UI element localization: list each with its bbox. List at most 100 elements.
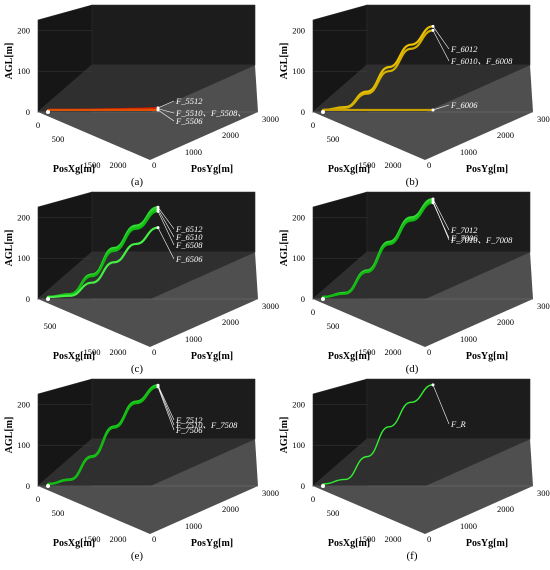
x-tick-label: 1500	[84, 160, 101, 170]
x-axis-label: PosXg[m]	[53, 351, 95, 362]
series-leader-line	[432, 26, 450, 50]
x-tick-label: 1500	[359, 347, 376, 357]
start-marker	[321, 297, 325, 301]
y-tick-label: 3000	[262, 488, 279, 498]
y-axis-label: PosYg[m]	[466, 164, 508, 175]
start-marker	[321, 110, 325, 114]
z-axis-label: AGL[m]	[279, 417, 290, 454]
terrain-surface	[313, 439, 533, 534]
y-tick-label: 2000	[497, 130, 514, 140]
z-tick-label: 200	[17, 399, 30, 409]
series-label: F_6010、F_6008	[450, 56, 513, 66]
y-tick-label: 1000	[185, 334, 202, 344]
y-tick-label: 2000	[497, 317, 514, 327]
z-axis-label: AGL[m]	[279, 43, 290, 80]
series-leader-line	[432, 198, 450, 231]
x-tick-label: 2000	[385, 534, 402, 544]
x-tick-label: 500	[327, 134, 340, 144]
y-tick-label: 1000	[460, 334, 477, 344]
terrain-surface	[38, 65, 258, 160]
start-marker	[46, 484, 50, 488]
y-tick-label: 1000	[460, 521, 477, 531]
z-tick-label: 200	[292, 399, 305, 409]
x-tick-label: 1500	[84, 534, 101, 544]
series-end-marker	[156, 209, 160, 213]
z-axis-label: AGL[m]	[4, 417, 15, 454]
z-tick-label: 0	[26, 107, 30, 117]
x-tick-label: 0	[311, 494, 315, 504]
x-tick-label: 2000	[110, 534, 127, 544]
series-label: F_7506	[175, 425, 203, 435]
z-tick-label: 100	[292, 253, 305, 263]
y-tick-label: 2000	[222, 130, 239, 140]
series-leader-line	[157, 108, 175, 114]
series-label: F_7006	[450, 233, 478, 243]
series-label: F_5512	[175, 96, 203, 106]
series-label: F_6006	[450, 100, 478, 110]
start-marker	[46, 297, 50, 301]
y-tick-label: 2000	[222, 317, 239, 327]
x-tick-label: 0	[311, 307, 315, 317]
x-axis-label: PosXg[m]	[328, 164, 370, 175]
z-tick-label: 0	[301, 481, 305, 491]
x-tick-label: 2000	[110, 347, 127, 357]
z-tick-label: 200	[292, 25, 305, 35]
z-tick-label: 0	[301, 294, 305, 304]
series-leader-line	[157, 109, 175, 122]
panel-caption: (e)	[131, 550, 144, 562]
series-leader-line	[157, 386, 175, 431]
x-tick-label: 500	[52, 508, 65, 518]
z-tick-label: 200	[17, 25, 30, 35]
series-label: F_6508	[175, 240, 203, 250]
y-axis-label: PosYg[m]	[466, 351, 508, 362]
z-axis-label: AGL[m]	[4, 230, 15, 267]
panel-caption: (b)	[406, 176, 419, 188]
series-label: F_5510、F_5508、	[175, 108, 246, 118]
x-tick-label: 2000	[385, 347, 402, 357]
series-label: F_R	[450, 419, 466, 429]
series-line-F_R	[322, 384, 434, 485]
series-label: F_7012	[450, 225, 478, 235]
z-tick-label: 100	[17, 440, 30, 450]
series-label: F_7510、F_7508	[175, 420, 238, 430]
x-tick-label: 500	[44, 321, 57, 331]
series-leader-line	[157, 100, 175, 109]
x-tick-label: 0	[36, 494, 40, 504]
y-tick-label: 0	[427, 160, 431, 170]
back-right-wall	[91, 191, 256, 253]
x-axis-label: PosXg[m]	[328, 538, 370, 549]
panel-caption: (f)	[407, 550, 418, 562]
z-axis-label: AGL[m]	[4, 43, 15, 80]
x-tick-label: 1500	[359, 160, 376, 170]
z-tick-label: 0	[26, 481, 30, 491]
y-axis-label: PosYg[m]	[466, 538, 508, 549]
series-leader-line	[432, 384, 450, 425]
x-tick-label: 500	[327, 321, 340, 331]
y-tick-label: 1000	[460, 147, 477, 157]
x-axis-label: PosXg[m]	[53, 538, 95, 549]
panel-caption: (a)	[131, 176, 144, 188]
series-leader-line	[157, 207, 175, 230]
series-leader-line	[157, 385, 175, 421]
y-tick-label: 3000	[537, 488, 550, 498]
y-tick-label: 0	[152, 347, 156, 357]
z-tick-label: 100	[292, 66, 305, 76]
series-label: F_6012	[450, 44, 478, 54]
series-line-F_7506	[46, 385, 160, 486]
y-tick-label: 3000	[262, 301, 279, 311]
series-leader-line	[432, 30, 450, 62]
x-tick-label: 2000	[110, 160, 127, 170]
y-axis-label: PosYg[m]	[191, 351, 233, 362]
series-leader-line	[157, 209, 175, 238]
z-tick-label: 200	[292, 212, 305, 222]
z-tick-label: 100	[292, 440, 305, 450]
x-tick-label: 1500	[359, 534, 376, 544]
y-axis-label: PosYg[m]	[191, 538, 233, 549]
